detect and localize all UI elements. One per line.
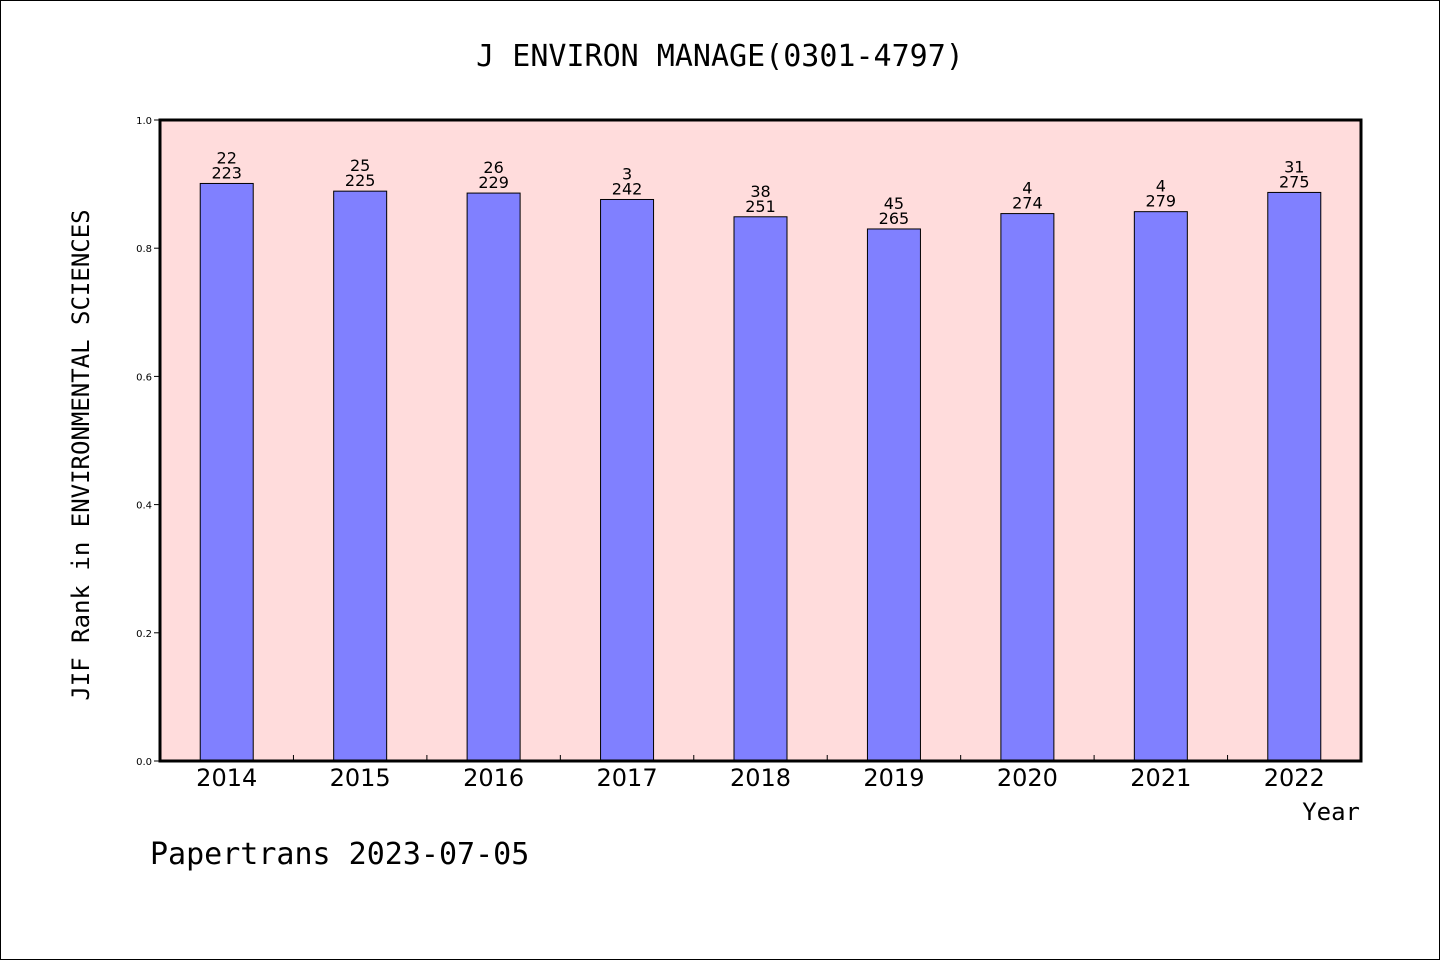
rank-label: 4	[1022, 179, 1032, 198]
bar-2015	[333, 190, 388, 762]
y-tick-label: 0.8	[136, 244, 152, 255]
rank-label: 25	[350, 156, 370, 175]
rank-label: 3	[622, 164, 632, 183]
y-tick-label: 0.4	[136, 501, 152, 512]
plot-border	[158, 118, 1363, 763]
total-label: 242	[612, 179, 643, 198]
bar-2016	[466, 192, 521, 762]
bars	[199, 182, 1322, 762]
x-tick-label: 2021	[1130, 764, 1191, 792]
bar-2014	[199, 182, 254, 762]
x-tick-label: 2017	[597, 764, 658, 792]
y-tick-label: 0.2	[136, 629, 152, 640]
x-tick-label: 2020	[997, 764, 1058, 792]
rank-label: 4	[1156, 177, 1166, 196]
x-tick-label: 2014	[196, 764, 257, 792]
y-tick-label: 1.0	[136, 116, 152, 127]
bar-2019	[866, 228, 921, 762]
bar-2018	[733, 216, 788, 762]
x-axis-label: Year	[1302, 798, 1360, 826]
bar-2022	[1267, 191, 1322, 762]
y-tick-label: 0.0	[136, 757, 152, 768]
total-label: 251	[745, 197, 776, 216]
bar-2017	[600, 198, 655, 762]
rank-label: 22	[217, 148, 237, 167]
bar-2020	[1000, 213, 1055, 762]
x-tick-label: 2019	[863, 764, 924, 792]
x-tick-label: 2018	[730, 764, 791, 792]
total-label: 265	[879, 209, 910, 228]
footer-credit: Papertrans 2023-07-05	[150, 837, 529, 872]
axis-ticks: 2014 2015 2016 2017 2018 2019 2020 2021 2022 0.0 0…	[136, 116, 1325, 792]
y-tick-label: 0.6	[136, 372, 152, 383]
total-label: 274	[1012, 194, 1043, 213]
total-label: 223	[211, 163, 242, 182]
rank-label: 38	[750, 182, 770, 201]
total-label: 225	[345, 171, 376, 190]
rank-label: 45	[884, 194, 904, 213]
bar-2021	[1133, 211, 1188, 762]
x-tick-label: 2016	[463, 764, 524, 792]
x-tick-label: 2022	[1264, 764, 1325, 792]
total-label: 275	[1279, 172, 1310, 191]
chart-title: J ENVIRON MANAGE(0301-4797)	[476, 39, 964, 74]
rank-label: 26	[483, 158, 503, 177]
y-axis-label: JIF Rank in ENVIRONMENTAL SCIENCES	[67, 209, 95, 700]
x-tick-label: 2015	[330, 764, 391, 792]
total-label: 229	[478, 173, 509, 192]
rank-label: 31	[1284, 157, 1304, 176]
total-label: 279	[1146, 192, 1177, 211]
